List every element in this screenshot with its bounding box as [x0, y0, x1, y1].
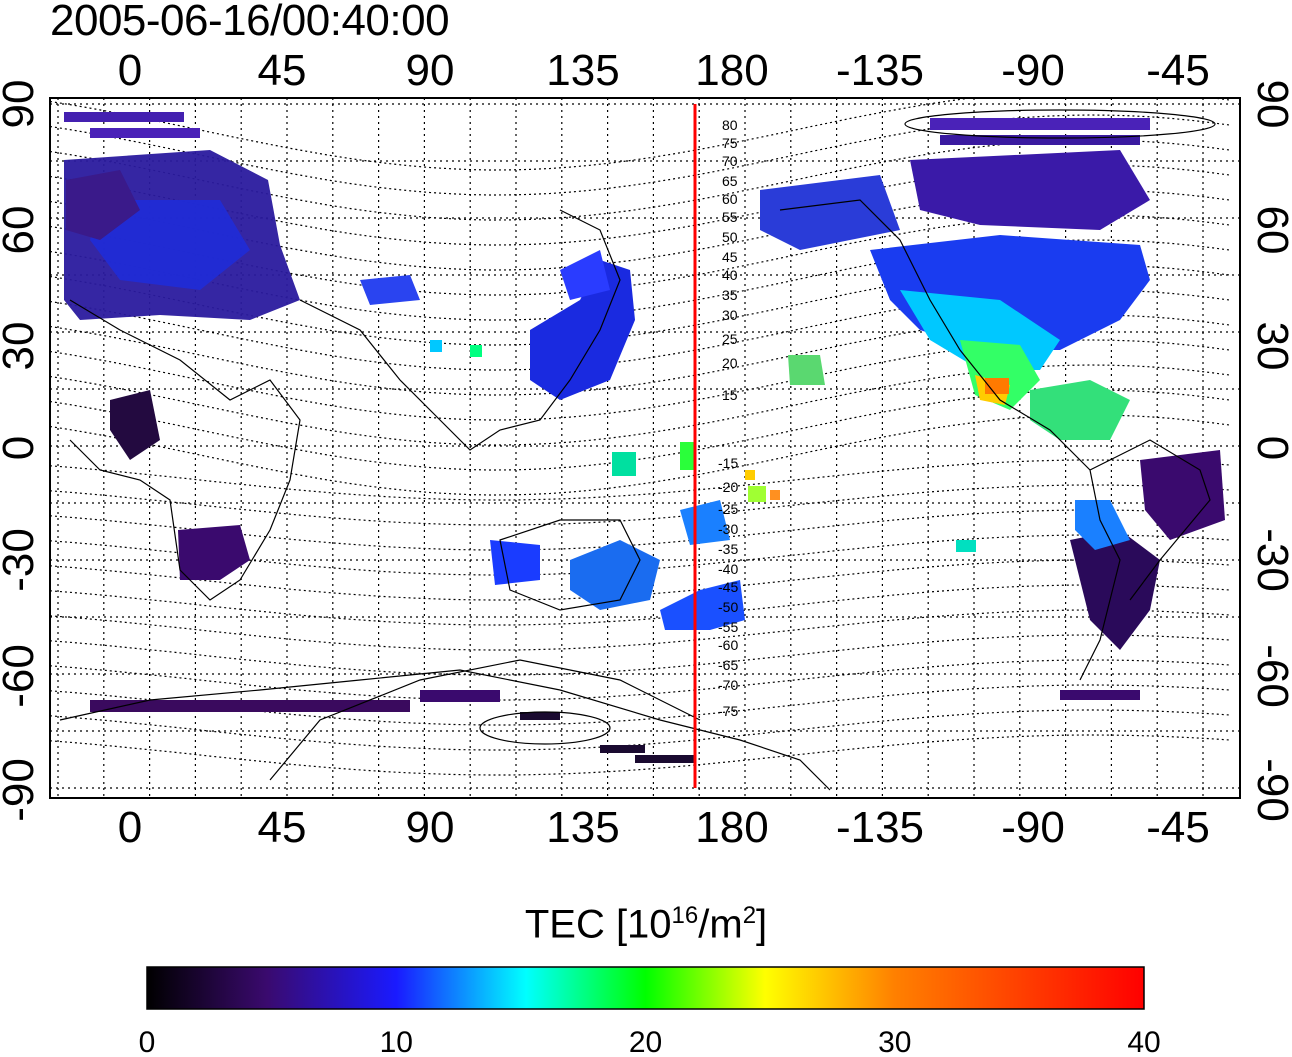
- lon-tick-top: 0: [118, 46, 142, 95]
- map-title: 2005-06-16/00:40:00: [50, 0, 450, 45]
- contour-label: 60: [722, 191, 738, 207]
- axis-labels: 0045459090135135180180-135-135-90-90-45-…: [0, 46, 1292, 852]
- contour-label: -25: [718, 501, 738, 517]
- contour-label: -50: [718, 599, 738, 615]
- lat-tick-right: -30: [1248, 528, 1292, 592]
- contour-label: -55: [718, 619, 738, 635]
- lat-tick-right: 0: [1248, 436, 1292, 460]
- colorbar-tick-label: 0: [139, 1026, 156, 1057]
- lon-tick-bottom: 45: [258, 803, 307, 852]
- lat-tick-right: 60: [1248, 206, 1292, 255]
- colorbar-title: TEC [1016/m2]: [524, 902, 768, 947]
- colorbar-tick-label: 30: [878, 1026, 911, 1057]
- lon-tick-bottom: 90: [406, 803, 455, 852]
- lat-tick-left: -90: [0, 758, 43, 822]
- lon-tick-bottom: 0: [118, 803, 142, 852]
- colorbar-tick-label: 40: [1127, 1026, 1160, 1057]
- contour-label: -40: [718, 561, 738, 577]
- contour-label: -75: [718, 703, 738, 719]
- contour-label: 40: [722, 267, 738, 283]
- colorbar-tick-label: 20: [629, 1026, 662, 1057]
- contour-label: 80: [722, 117, 738, 133]
- lat-tick-left: 0: [0, 436, 43, 460]
- contour-label: 35: [722, 287, 738, 303]
- contour-label: 50: [722, 229, 738, 245]
- contour-label: -70: [718, 677, 738, 693]
- lon-tick-top: 90: [406, 46, 455, 95]
- contour-label: 30: [722, 307, 738, 323]
- contour-label: -45: [718, 579, 738, 595]
- contour-label: 45: [722, 249, 738, 265]
- colorbar-tick-label: 10: [380, 1026, 413, 1057]
- lat-tick-left: -60: [0, 644, 43, 708]
- lon-tick-top: -45: [1146, 46, 1210, 95]
- lon-tick-top: -90: [1001, 46, 1065, 95]
- colorbar-ticks: 0 10 20 30 40: [139, 1026, 1161, 1057]
- lat-tick-right: -60: [1248, 644, 1292, 708]
- lat-tick-left: 60: [0, 206, 43, 255]
- contour-label: -15: [718, 455, 738, 471]
- lon-tick-bottom: -135: [836, 803, 924, 852]
- lon-tick-bottom: -45: [1146, 803, 1210, 852]
- contour-label: 55: [722, 209, 738, 225]
- tec-data-points: [64, 112, 1225, 763]
- contour-label: -60: [718, 637, 738, 653]
- contour-label: 70: [722, 153, 738, 169]
- lon-tick-bottom: -90: [1001, 803, 1065, 852]
- lon-tick-top: 135: [546, 46, 619, 95]
- lon-tick-top: 45: [258, 46, 307, 95]
- colorbar: [146, 966, 1145, 1010]
- contour-label: 25: [722, 331, 738, 347]
- lat-tick-left: 90: [0, 80, 43, 129]
- contour-label: 15: [722, 387, 738, 403]
- lon-tick-bottom: 135: [546, 803, 619, 852]
- lon-tick-bottom: 180: [695, 803, 768, 852]
- lat-tick-right: 90: [1248, 80, 1292, 129]
- contour-labels: 80 75 70 65 60 55 50 45 40 35 30 25 20 15 -15 -20 -25 -30…: [718, 117, 738, 719]
- lat-tick-left: 30: [0, 322, 43, 371]
- contour-label: -35: [718, 541, 738, 557]
- contour-label: 20: [722, 355, 738, 371]
- contour-label: -30: [718, 521, 738, 537]
- lat-tick-right: -90: [1248, 758, 1292, 822]
- lon-tick-top: -135: [836, 46, 924, 95]
- lat-tick-left: -30: [0, 528, 43, 592]
- contour-label: 65: [722, 173, 738, 189]
- contour-label: -65: [718, 657, 738, 673]
- coastlines: [59, 109, 1216, 791]
- lat-tick-right: 30: [1248, 322, 1292, 371]
- lon-tick-top: 180: [695, 46, 768, 95]
- contour-label: -20: [718, 479, 738, 495]
- contour-label: 75: [722, 135, 738, 151]
